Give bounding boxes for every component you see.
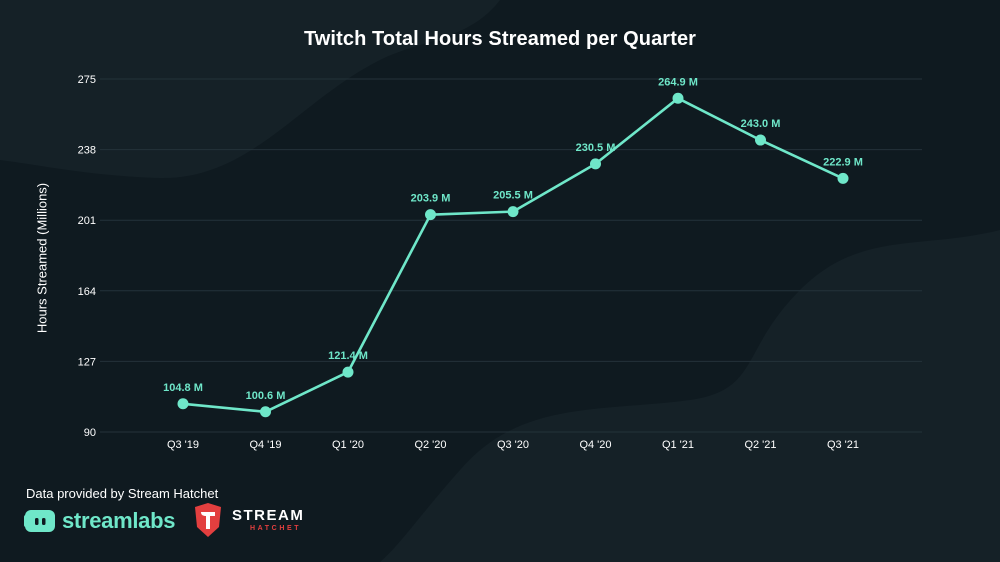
x-tick-label: Q2 '20	[414, 439, 446, 451]
data-label: 203.9 M	[411, 193, 451, 205]
y-tick-label: 201	[78, 215, 96, 227]
background-shape-bottom-right	[380, 230, 1000, 562]
grid-lines	[100, 78, 922, 433]
data-point	[837, 172, 849, 184]
data-point	[177, 398, 189, 410]
streamlabs-logo-icon	[24, 510, 55, 532]
y-tick-label: 275	[78, 74, 96, 86]
x-tick-label: Q2 '21	[744, 439, 776, 451]
data-labels: 104.8 M 100.6 M 121.4 M 203.9 M 205.5 M 230.5…	[163, 76, 863, 402]
y-tick-labels: 90 127 164 201 238 275	[78, 74, 96, 439]
data-point	[342, 366, 354, 378]
data-point	[590, 158, 601, 170]
data-label: 222.9 M	[823, 156, 863, 168]
x-tick-label: Q1 '20	[332, 439, 364, 451]
y-axis-label: Hours Streamed (Millions)	[34, 182, 50, 334]
data-label: 104.8 M	[163, 382, 203, 394]
y-tick-label: 164	[78, 286, 96, 298]
background-shape-top-left	[0, 0, 500, 179]
x-tick-label: Q3 '21	[827, 439, 859, 451]
data-point	[425, 209, 436, 221]
x-tick-labels: Q3 '19 Q4 '19 Q1 '20 Q2 '20 Q3 '20 Q4 '20 Q1 '…	[167, 439, 859, 451]
data-label: 205.5 M	[493, 190, 533, 202]
data-label: 230.5 M	[576, 142, 616, 154]
x-tick-label: Q3 '19	[167, 439, 199, 451]
chart-title: Twitch Total Hours Streamed per Quarter	[303, 28, 697, 50]
streamlabs-wordmark: streamlabs	[62, 508, 176, 533]
x-tick-label: Q1 '21	[662, 439, 694, 451]
data-label: 121.4 M	[328, 350, 368, 362]
data-points	[177, 92, 849, 418]
y-tick-label: 127	[78, 356, 96, 368]
y-tick-label: 90	[84, 427, 96, 439]
y-tick-label: 238	[78, 145, 96, 157]
stream-hatchet-wordmark: STREAM HATCHET	[232, 508, 304, 532]
hatchet-shield-icon	[195, 503, 221, 537]
x-tick-label: Q4 '20	[579, 439, 611, 451]
stream-hatchet-logo: STREAM HATCHET	[192, 503, 304, 537]
data-point	[260, 406, 271, 418]
hatchet-wordmark-main: STREAM	[232, 507, 305, 524]
data-source-note: Data provided by Stream Hatchet	[26, 486, 219, 501]
data-point	[672, 92, 684, 104]
hatchet-wordmark-sub: HATCHET	[250, 525, 302, 532]
data-point	[755, 134, 766, 146]
data-label: 264.9 M	[658, 76, 698, 88]
data-label: 100.6 M	[246, 390, 286, 402]
series-line	[182, 97, 844, 414]
streamlabs-logo: streamlabs	[24, 505, 175, 537]
data-point	[507, 206, 519, 218]
x-tick-label: Q4 '19	[249, 439, 281, 451]
data-label: 243.0 M	[741, 118, 781, 130]
x-tick-label: Q3 '20	[497, 439, 529, 451]
